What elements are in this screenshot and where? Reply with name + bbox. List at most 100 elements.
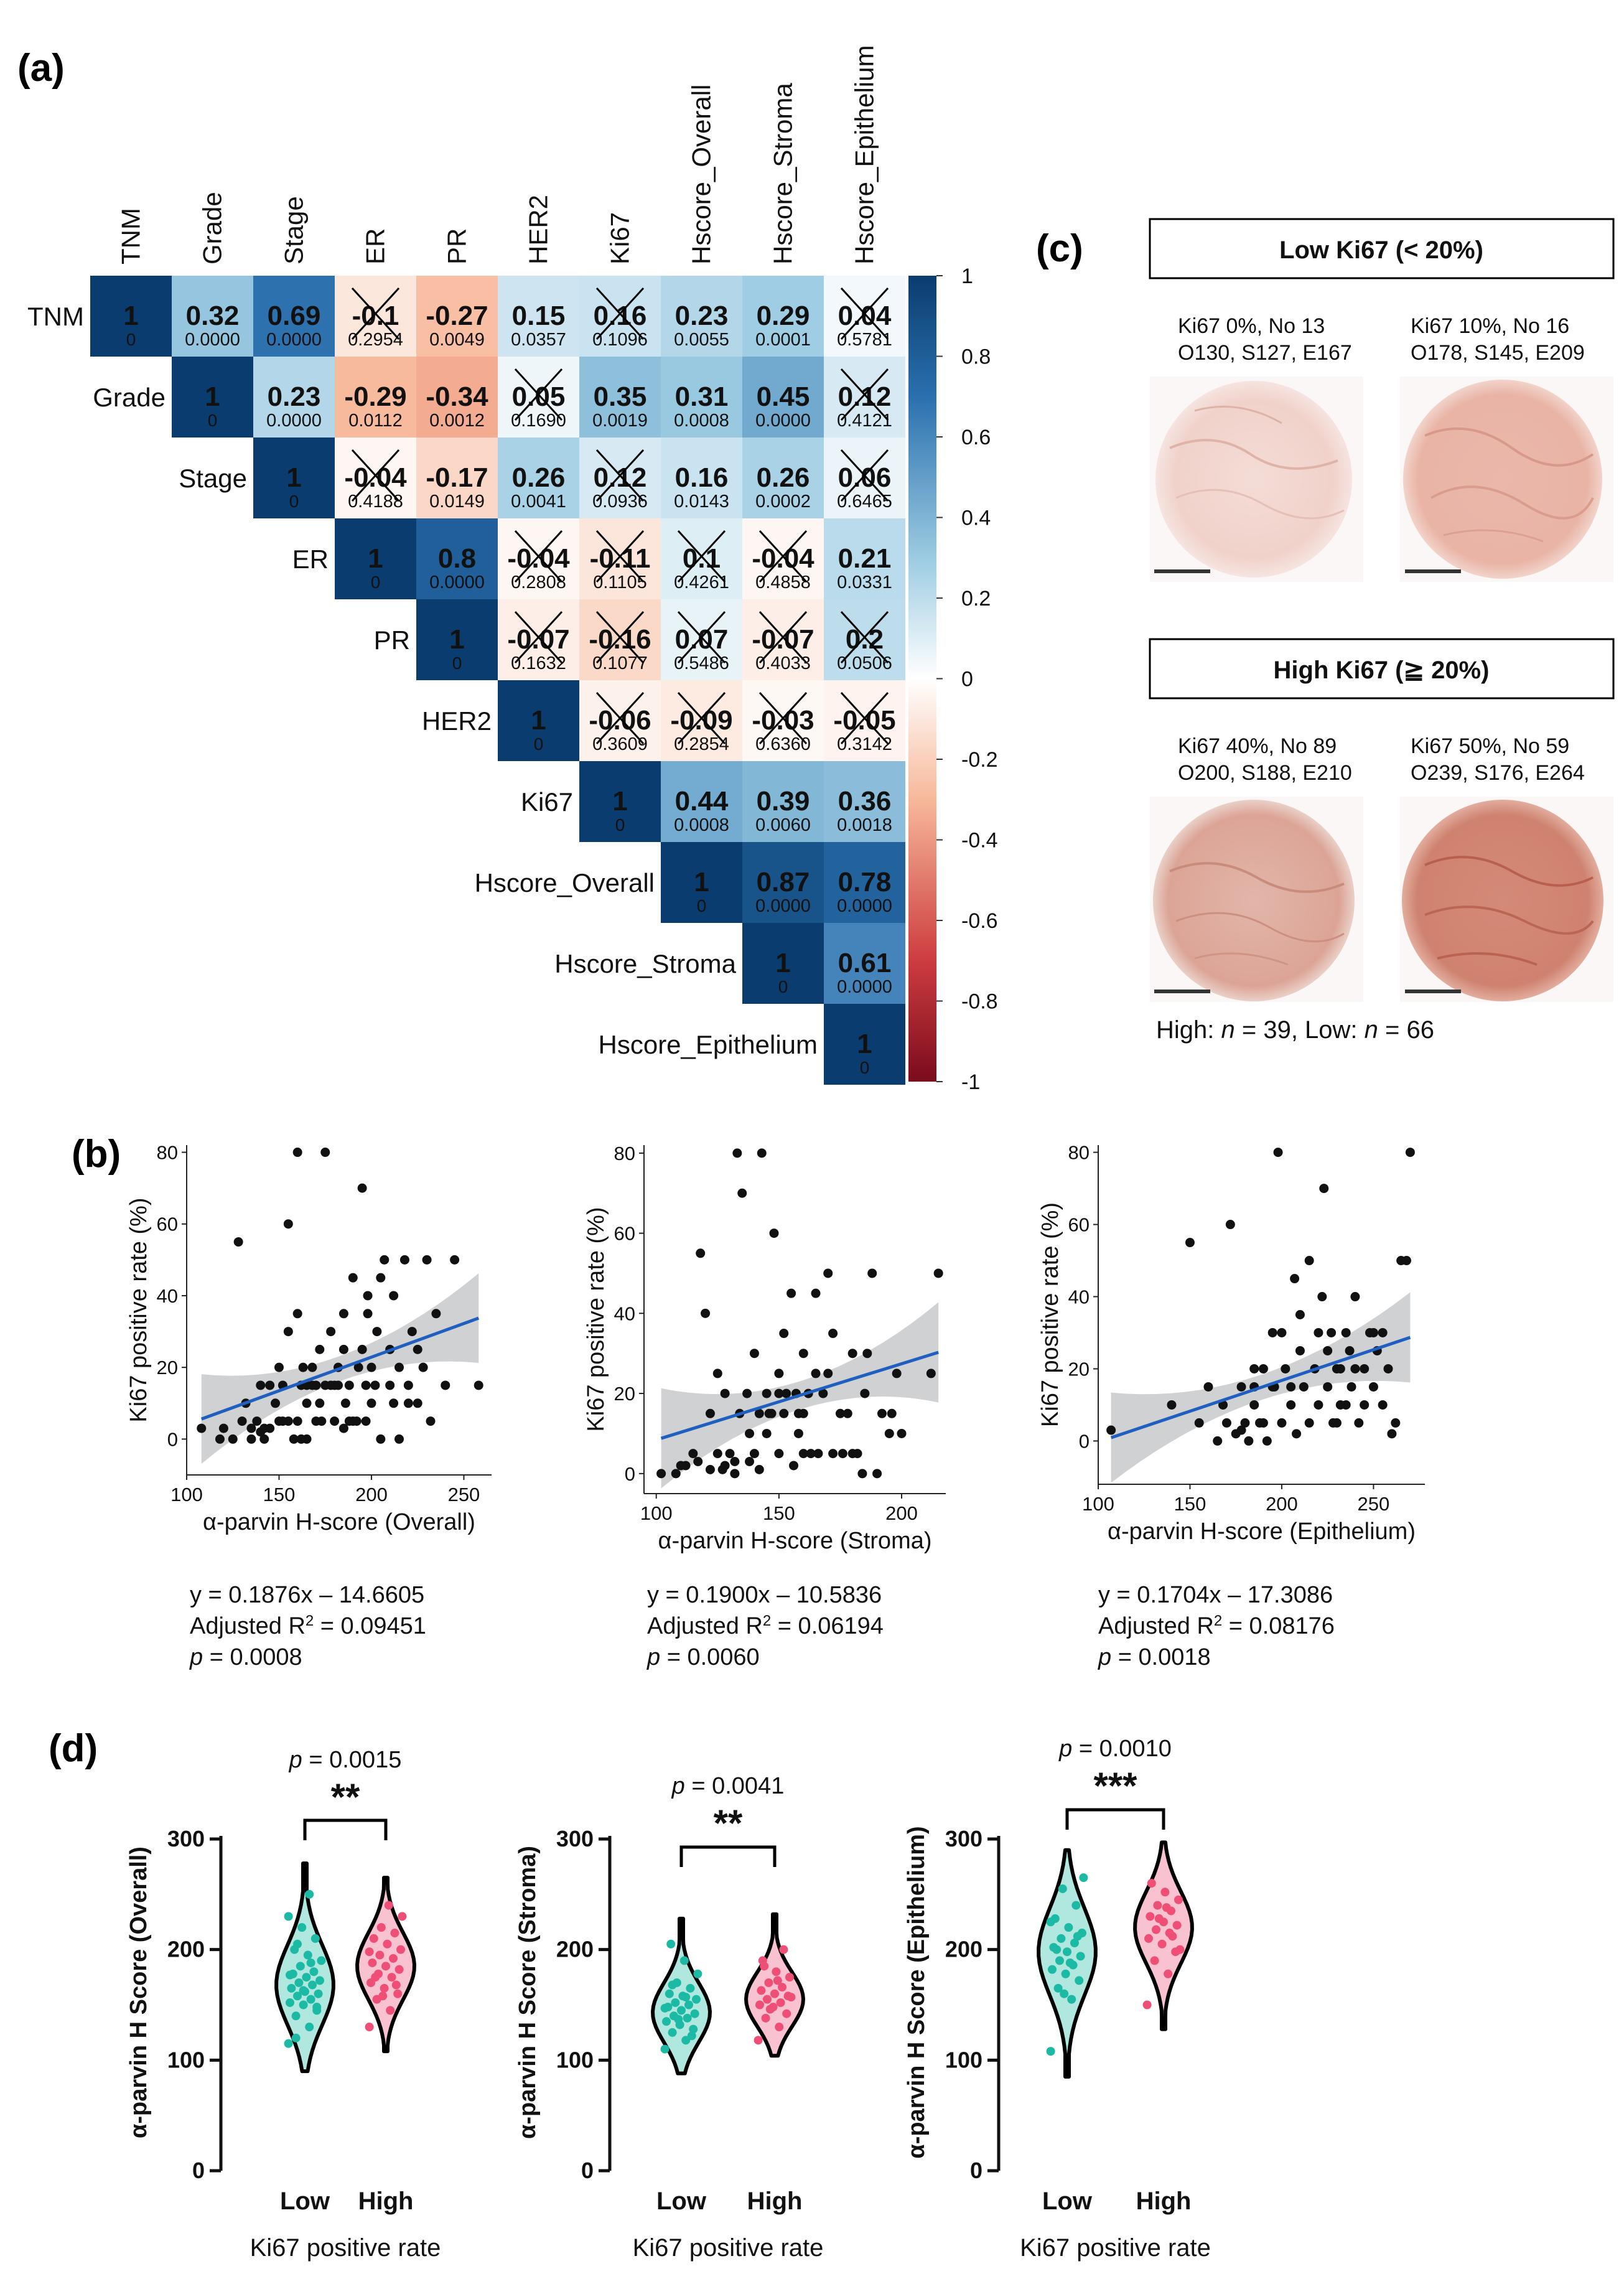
cell-value: 0.16: [594, 301, 647, 331]
cell-value: -0.07: [752, 624, 814, 655]
violin-point: [1075, 1976, 1084, 1985]
violin-point: [299, 1986, 308, 1995]
data-point: [302, 1398, 312, 1408]
data-point: [872, 1469, 882, 1479]
colorbar: 1 0.8 0.6 0.4 0.2 0 -0.2 -0.4 -0.6 -0.8 -1: [908, 264, 998, 1094]
data-point: [782, 1388, 791, 1398]
cell-p-value: 0.1632: [511, 653, 566, 673]
significance-stars: **: [714, 1802, 743, 1844]
heatmap-cell: [824, 518, 905, 599]
cell-value: -0.03: [752, 705, 814, 736]
violin-point: [686, 1983, 695, 1993]
non-significant-cross: [840, 449, 889, 502]
cell-p-value: 0.2808: [511, 573, 566, 592]
data-point: [1317, 1292, 1327, 1302]
violin-point: [1174, 1895, 1183, 1904]
cell-value: 1: [205, 381, 220, 412]
r2-value: = 0.06194: [771, 1613, 884, 1639]
x-tick-label: 100: [640, 1502, 673, 1524]
violin-point: [779, 1945, 788, 1954]
violin-point: [284, 1912, 293, 1921]
cell-p-value: 0.0000: [755, 411, 811, 431]
data-point: [274, 1362, 284, 1372]
violin-high: [744, 1912, 805, 2058]
violin-point: [369, 1934, 378, 1943]
cell-p-value: 0.0018: [837, 815, 892, 835]
data-point: [292, 1148, 302, 1158]
cell-value: 0.21: [838, 543, 892, 574]
y-axis-title: Ki67 positive rate (%): [583, 1207, 609, 1431]
violin-point: [1144, 1934, 1153, 1943]
data-point: [838, 1449, 847, 1459]
data-point: [413, 1344, 422, 1354]
significance-stars: **: [331, 1776, 360, 1818]
data-point: [1391, 1418, 1401, 1428]
data-point: [289, 1434, 299, 1444]
cell-p-value: 0.0149: [429, 492, 485, 512]
cell-p-value: 0.0008: [674, 815, 729, 835]
high-ki67-label: High Ki67 (≧ 20%): [1274, 657, 1490, 684]
high-ki67-box: [1149, 638, 1615, 700]
violin-point: [761, 2013, 770, 2023]
data-point: [218, 1423, 228, 1433]
data-point: [292, 1416, 302, 1426]
cell-p-value: 0.0000: [266, 330, 322, 350]
category-label: High: [358, 2188, 414, 2215]
data-point: [361, 1416, 371, 1426]
heatmap-cell: [253, 438, 335, 518]
data-point: [1323, 1382, 1333, 1392]
heatmap-cell: [661, 761, 742, 842]
data-point: [1286, 1400, 1296, 1410]
data-point: [789, 1461, 799, 1471]
data-point: [357, 1344, 367, 1354]
heatmap-cell: [416, 357, 498, 438]
data-point: [823, 1369, 833, 1378]
data-point: [1387, 1429, 1397, 1439]
data-point: [656, 1469, 666, 1479]
x-axis-title: α-parvin H-score (Overall): [203, 1509, 475, 1535]
data-point: [823, 1268, 833, 1278]
colorbar-gradient: [908, 276, 936, 1082]
data-point: [403, 1380, 413, 1390]
data-point: [705, 1408, 715, 1418]
heatmap-cell: [661, 599, 742, 680]
cell-p-value: 0.4858: [755, 573, 811, 592]
heatmap-cell: [253, 276, 335, 357]
heatmap-cell: [661, 276, 742, 357]
x-tick-label: 100: [170, 1484, 203, 1505]
x-axis-title: α-parvin H-score (Epithelium): [1108, 1519, 1416, 1545]
colorbar-tick-label: -0.6: [961, 909, 998, 933]
violin-point: [381, 1962, 390, 1971]
data-point: [348, 1273, 358, 1283]
colorbar-tick-label: 0.2: [961, 587, 991, 611]
data-point: [737, 1188, 747, 1198]
data-point: [338, 1423, 348, 1433]
data-point: [363, 1309, 373, 1319]
data-point: [450, 1255, 460, 1265]
x-tick-label: 150: [763, 1502, 795, 1524]
regression-equation: y = 0.1900x – 10.5836: [647, 1582, 882, 1608]
data-point: [372, 1327, 382, 1337]
violin-point: [1153, 1901, 1162, 1910]
data-point: [1295, 1310, 1305, 1319]
data-point: [385, 1380, 395, 1390]
cell-p-value: 0: [615, 815, 625, 835]
cell-value: -0.34: [426, 381, 488, 412]
heatmap-cell: [824, 1004, 905, 1085]
violin-point: [1175, 1945, 1185, 1954]
category-label: Low: [1042, 2188, 1093, 2215]
colorbar-tick-label: 0: [961, 668, 973, 691]
data-point: [307, 1380, 317, 1390]
y-tick-label: 40: [614, 1303, 635, 1324]
cell-p-value: 0.0936: [592, 492, 648, 512]
cell-value: 0.26: [757, 462, 810, 493]
data-point: [315, 1344, 325, 1354]
data-point: [1402, 1256, 1412, 1266]
colorbar-tick-label: 0.8: [961, 345, 991, 369]
violin-point: [398, 1912, 407, 1921]
cell-p-value: 0.3142: [837, 734, 892, 754]
violin-point: [690, 2009, 699, 2018]
data-point: [688, 1449, 698, 1459]
data-point: [1304, 1256, 1314, 1266]
cell-value: 0.06: [838, 462, 892, 493]
